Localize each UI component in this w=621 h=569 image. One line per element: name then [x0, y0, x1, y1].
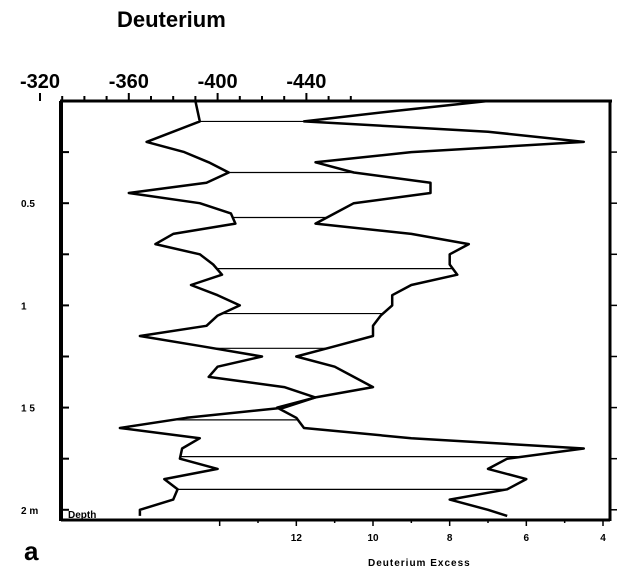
depth-tick-label: 1 5 [21, 404, 35, 415]
right-axis-ticks [610, 151, 617, 511]
excess-tick-label: 12 [291, 533, 303, 544]
depth-axis-ticks [61, 151, 69, 511]
deuterium-tick-label: -440 [286, 71, 326, 93]
depth-axis-label: Depth [68, 510, 96, 521]
deuterium-tick-label: -360 [109, 71, 149, 93]
tie-lines [173, 120, 523, 490]
excess-axis-labels: 12 10 8 6 4 [291, 533, 606, 544]
deuterium-axis-ticks [39, 93, 352, 101]
depth-tick-label: 0.5 [21, 199, 35, 210]
plot-frame [59, 99, 612, 522]
excess-tick-label: 4 [600, 533, 606, 544]
deuterium-series-line [118, 100, 317, 516]
deuterium-axis-labels: -320 -360 -400 -440 [20, 71, 326, 93]
excess-tick-label: 6 [524, 533, 530, 544]
excess-tick-label: 10 [367, 533, 379, 544]
excess-tick-label: 8 [447, 533, 453, 544]
depth-tick-label: 1 [21, 301, 27, 312]
deuterium-tick-label: -400 [198, 71, 238, 93]
excess-axis-label: Deuterium Excess [368, 558, 471, 569]
excess-axis-ticks [218, 520, 604, 526]
depth-tick-label: 2 m [21, 506, 38, 517]
depth-axis-labels: 0.5 1 1 5 2 m [21, 199, 38, 517]
deuterium-tick-label: -320 [20, 71, 60, 93]
excess-series-line [275, 99, 586, 518]
data-series [118, 99, 586, 518]
chart-title: Deuterium [117, 7, 226, 32]
panel-label: a [24, 536, 39, 566]
